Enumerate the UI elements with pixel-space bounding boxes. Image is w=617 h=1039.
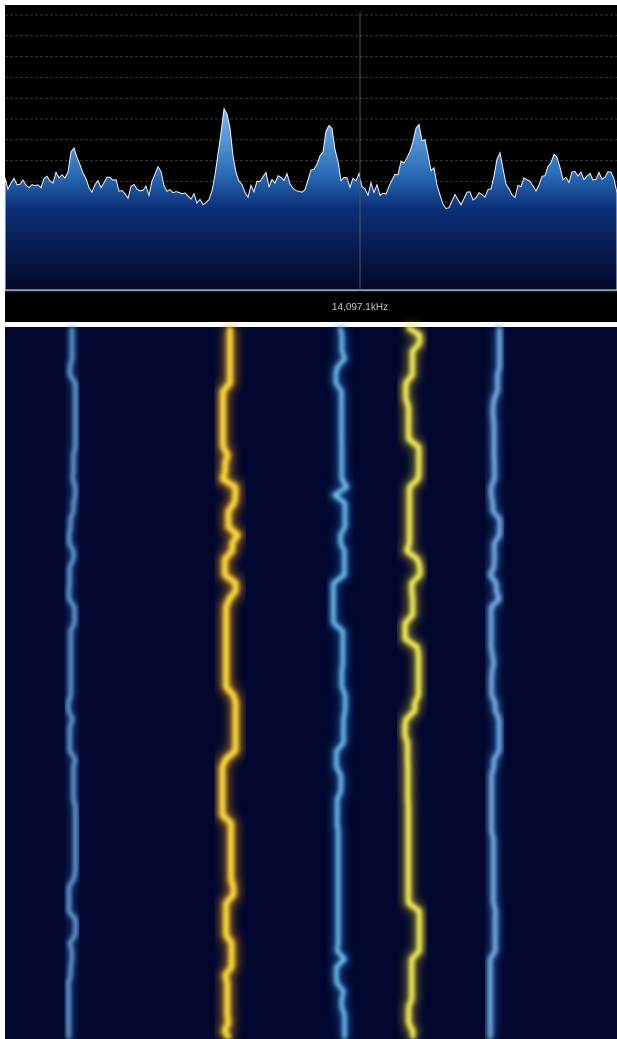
signal-trace [219, 327, 241, 1039]
frequency-label: 14,097.1kHz [332, 302, 388, 313]
signal-trace [66, 327, 77, 1039]
signal-trace [402, 324, 423, 1039]
signal-trace [488, 327, 502, 1039]
signal-trace [331, 326, 349, 1039]
spectrum-trace [4, 107, 617, 291]
waterfall-panel [5, 327, 617, 1039]
waterfall [18, 322, 603, 1039]
